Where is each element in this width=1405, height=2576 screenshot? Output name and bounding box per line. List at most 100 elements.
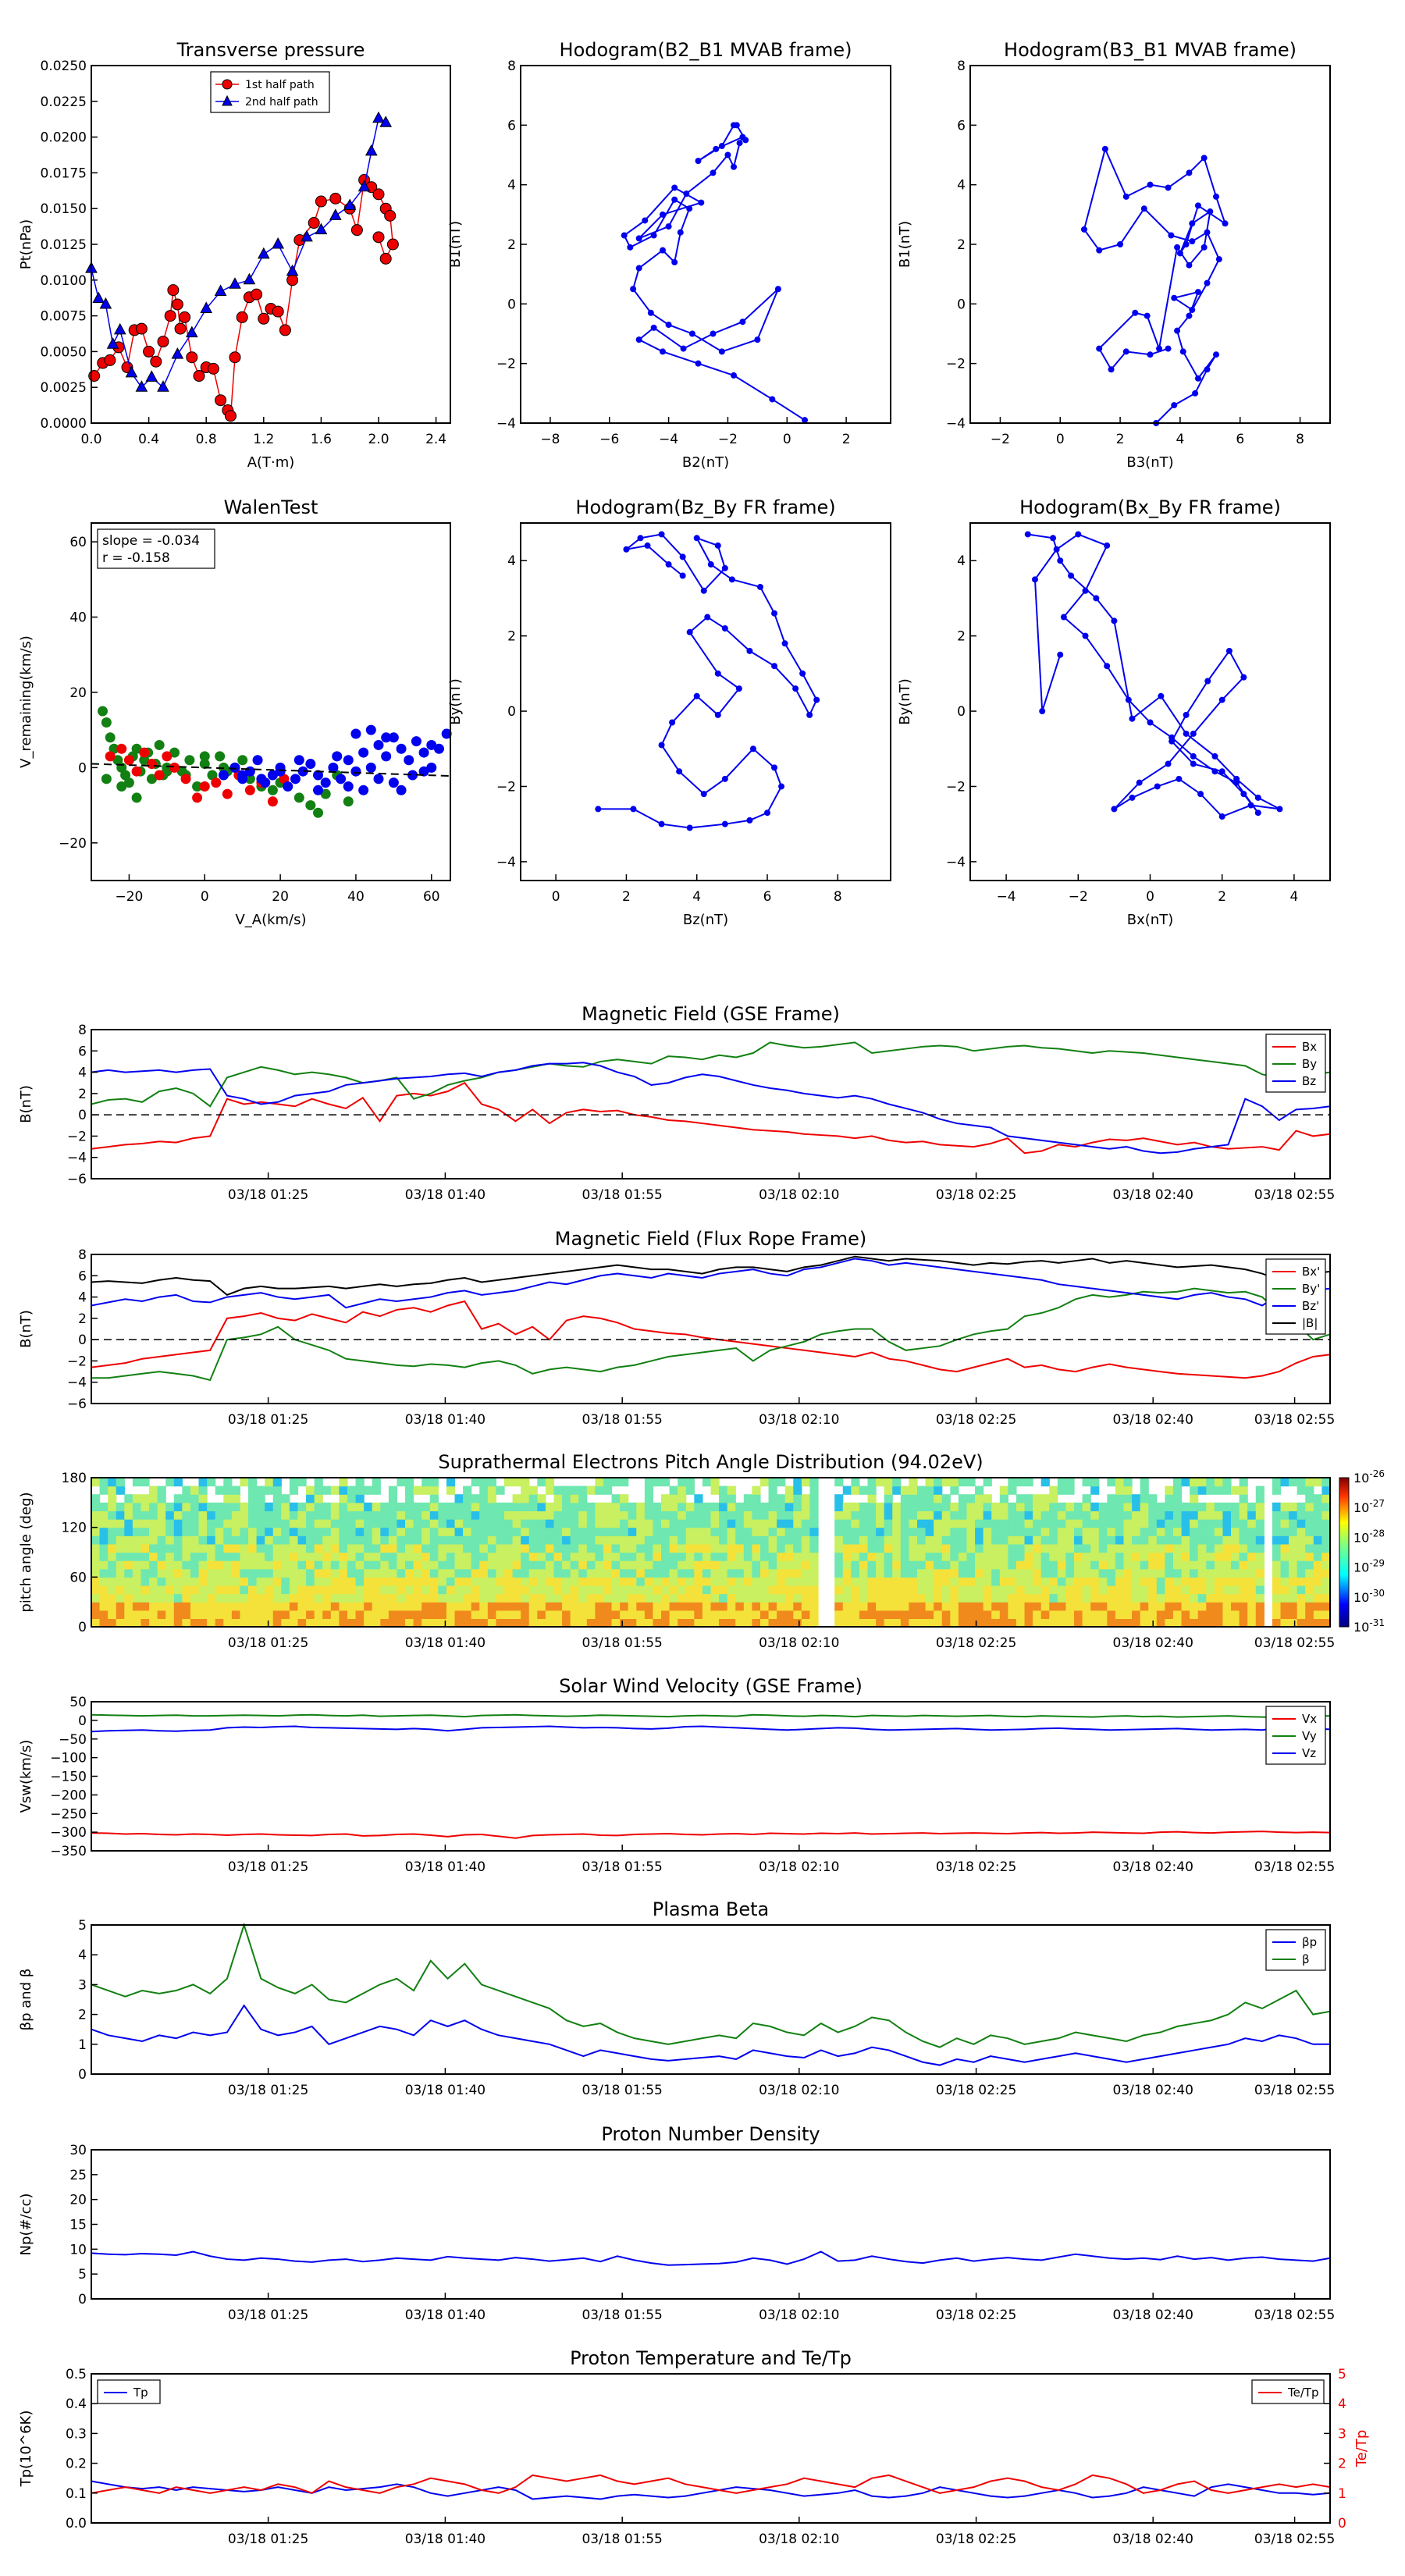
pad-cell — [198, 1568, 208, 1578]
pad-cell — [99, 1568, 108, 1578]
data-point — [754, 336, 761, 343]
pad-cell — [710, 1593, 720, 1603]
pad-cell — [157, 1543, 166, 1553]
pad-cell — [1040, 1478, 1050, 1487]
y-tick-label: −250 — [50, 1806, 87, 1822]
pad-cell — [768, 1610, 777, 1619]
x-tick-label: 03/18 02:25 — [936, 2083, 1016, 2098]
pad-cell — [934, 1560, 943, 1570]
pad-cell — [934, 1568, 943, 1578]
y-tick-label: 0.1 — [66, 2486, 87, 2502]
data-point — [279, 324, 291, 336]
pad-cell — [339, 1618, 348, 1628]
pad-cell — [471, 1568, 480, 1578]
pad-cell — [719, 1502, 728, 1512]
pad-cell — [1008, 1527, 1017, 1536]
pad-cell — [1197, 1610, 1207, 1619]
pad-cell — [1132, 1494, 1141, 1503]
pad-cell — [685, 1602, 695, 1611]
data-point — [733, 122, 740, 129]
data-point — [735, 685, 742, 692]
pad-cell — [116, 1568, 125, 1578]
pad-cell — [834, 1502, 844, 1512]
pad-cell — [1190, 1543, 1199, 1553]
pad-cell — [388, 1510, 398, 1520]
pad-cell — [801, 1610, 811, 1619]
pad-cell — [867, 1585, 877, 1595]
pad-cell — [1206, 1527, 1215, 1536]
y-tick-label: −300 — [50, 1825, 87, 1841]
pad-cell — [231, 1602, 241, 1611]
pad-cell — [975, 1602, 984, 1611]
pad-cell — [586, 1602, 596, 1611]
pad-cell — [1222, 1560, 1232, 1570]
pad-cell — [223, 1543, 233, 1553]
pad-cell — [463, 1593, 472, 1603]
pad-cell — [678, 1535, 687, 1545]
pad-cell — [1313, 1527, 1323, 1536]
pad-cell — [397, 1585, 406, 1595]
pad-cell — [1074, 1602, 1083, 1611]
x-tick-label: 03/18 01:55 — [582, 1635, 662, 1651]
pad-cell — [545, 1527, 555, 1536]
pad-cell — [553, 1602, 563, 1611]
data-point — [396, 743, 407, 754]
pad-cell — [1123, 1485, 1133, 1495]
pad-cell — [1140, 1535, 1149, 1545]
pad-cell — [479, 1618, 489, 1628]
data-point — [184, 755, 195, 766]
pad-cell — [512, 1527, 521, 1536]
pad-cell — [851, 1510, 860, 1520]
pad-cell — [339, 1494, 348, 1503]
pad-cell — [1008, 1502, 1017, 1512]
pad-cell — [256, 1510, 265, 1520]
pad-cell — [759, 1593, 770, 1603]
pad-cell — [422, 1577, 431, 1586]
pad-cell — [909, 1519, 918, 1528]
pad-cell — [405, 1585, 414, 1595]
panel-title: Transverse pressure — [176, 39, 365, 61]
x-tick-label: 03/18 01:40 — [405, 2532, 486, 2547]
pad-cell — [1033, 1610, 1042, 1619]
pad-cell — [256, 1585, 265, 1595]
pad-cell — [710, 1502, 720, 1512]
pad-cell — [438, 1527, 447, 1536]
y-axis-label: Te/Tp — [1353, 2430, 1370, 2468]
pad-cell — [256, 1527, 265, 1536]
y-tick-label: 6 — [78, 1268, 87, 1284]
pad-cell — [463, 1535, 472, 1545]
data-point — [1024, 531, 1031, 538]
data-point — [131, 766, 142, 777]
pad-cell — [859, 1485, 869, 1495]
pad-cell — [364, 1577, 373, 1586]
pad-cell — [157, 1610, 166, 1619]
pad-cell — [900, 1593, 910, 1603]
pad-cell — [768, 1485, 777, 1495]
pad-cell — [1247, 1543, 1257, 1553]
pad-cell — [1156, 1543, 1165, 1553]
series-Tp — [91, 2480, 1331, 2500]
pad-cell — [1140, 1610, 1149, 1619]
pad-cell — [553, 1585, 563, 1595]
pad-cell — [289, 1618, 299, 1628]
pad-cell — [1065, 1610, 1075, 1619]
colorbar-label: 10-31 — [1353, 1617, 1385, 1635]
pad-cell — [198, 1510, 208, 1520]
panel-np: Proton Number Density051015202530Np(#/cc… — [18, 2123, 1335, 2323]
x-tick-label: 03/18 01:40 — [405, 2083, 486, 2098]
data-point — [358, 747, 369, 758]
pad-cell — [1107, 1602, 1116, 1611]
pad-cell — [322, 1510, 332, 1520]
y-tick-label: −4 — [67, 1375, 87, 1391]
pad-cell — [1008, 1618, 1017, 1628]
pad-cell — [281, 1618, 290, 1628]
pad-cell — [347, 1560, 357, 1570]
pad-cell — [405, 1593, 414, 1603]
pad-cell — [454, 1527, 464, 1536]
pad-cell — [793, 1535, 802, 1545]
data-point — [113, 322, 126, 335]
pad-cell — [429, 1519, 439, 1528]
pad-cell — [983, 1510, 992, 1520]
pad-cell — [132, 1543, 142, 1553]
pad-cell — [108, 1593, 117, 1603]
